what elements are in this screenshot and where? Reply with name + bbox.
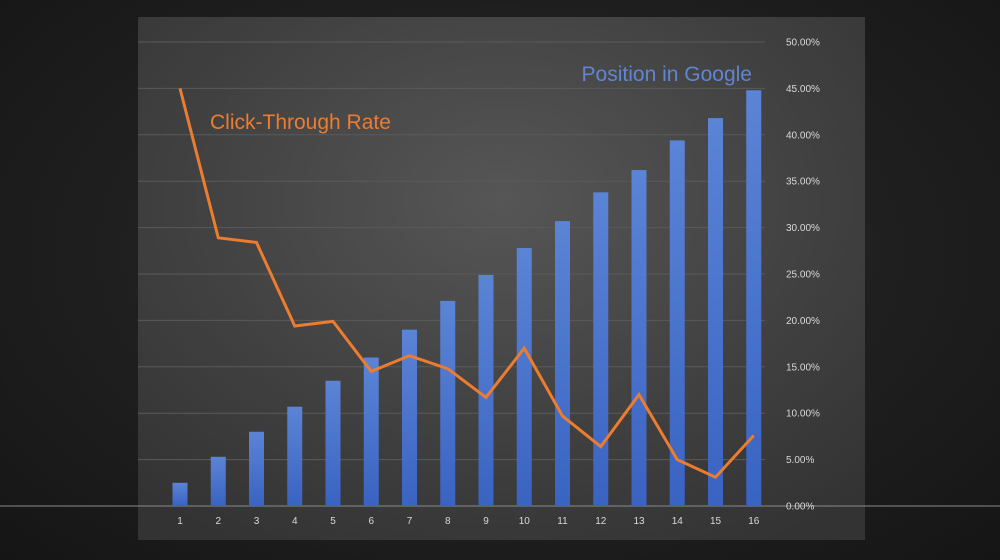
- y-tick-label: 35.00%: [786, 177, 820, 188]
- bar-position-8: [440, 300, 456, 506]
- bar-position-3: [249, 431, 264, 506]
- bar-position-15: [708, 118, 723, 506]
- series-label-click-through-rate: Click-Through Rate: [210, 111, 391, 134]
- bar-position-9: [478, 274, 494, 506]
- y-tick-label: 0.00%: [786, 502, 814, 513]
- x-tick-label: 10: [519, 516, 531, 527]
- y-tick-label: 40.00%: [786, 130, 820, 141]
- x-tick-label: 13: [633, 516, 645, 527]
- y-tick-label: 45.00%: [786, 84, 820, 95]
- x-tick-label: 1: [177, 516, 183, 527]
- y-axis-ticks: 0.00% 5.00% 10.00% 15.00% 20.00% 25.00% 30.00%…: [786, 38, 820, 513]
- bar-position-4: [287, 406, 303, 506]
- x-tick-label: 15: [710, 516, 722, 527]
- bar-position-14: [669, 140, 685, 507]
- y-tick-label: 20.00%: [786, 316, 820, 327]
- ctr-line: [178, 88, 755, 480]
- bar-position-12: [593, 192, 609, 506]
- y-tick-label: 25.00%: [786, 270, 820, 281]
- x-axis-ticks: 1 2 3 4 5 6 7 8 9 10 11 12 13 14 15 16: [177, 516, 760, 527]
- x-tick-label: 6: [368, 516, 374, 527]
- x-tick-label: 3: [254, 516, 260, 527]
- bar-position-6: [363, 357, 379, 506]
- x-tick-label: 16: [748, 516, 760, 527]
- y-tick-label: 10.00%: [786, 409, 820, 420]
- bar-position-13: [631, 170, 647, 506]
- x-tick-label: 5: [330, 516, 336, 527]
- y-tick-label: 50.00%: [786, 38, 820, 49]
- bar-position-7: [402, 329, 417, 506]
- x-tick-label: 9: [483, 516, 489, 527]
- x-tick-label: 2: [215, 516, 221, 527]
- bar-position-11: [555, 221, 570, 506]
- bar-position-1: [172, 482, 188, 506]
- bar-position-2: [210, 456, 226, 506]
- x-tick-label: 12: [595, 516, 607, 527]
- bar-position-5: [325, 380, 341, 506]
- y-tick-label: 15.00%: [786, 362, 820, 373]
- x-tick-label: 14: [672, 516, 684, 527]
- bar-position-10: [516, 248, 532, 507]
- y-tick-label: 5.00%: [786, 455, 814, 466]
- line-series: [178, 88, 755, 480]
- x-tick-label: 11: [557, 516, 568, 527]
- x-tick-label: 4: [292, 516, 298, 527]
- x-tick-label: 7: [407, 516, 413, 527]
- series-label-position-in-google: Position in Google: [582, 63, 752, 86]
- y-tick-label: 30.00%: [786, 223, 820, 234]
- x-tick-label: 8: [445, 516, 451, 527]
- bar-series: [172, 90, 762, 507]
- bar-position-16: [746, 90, 762, 507]
